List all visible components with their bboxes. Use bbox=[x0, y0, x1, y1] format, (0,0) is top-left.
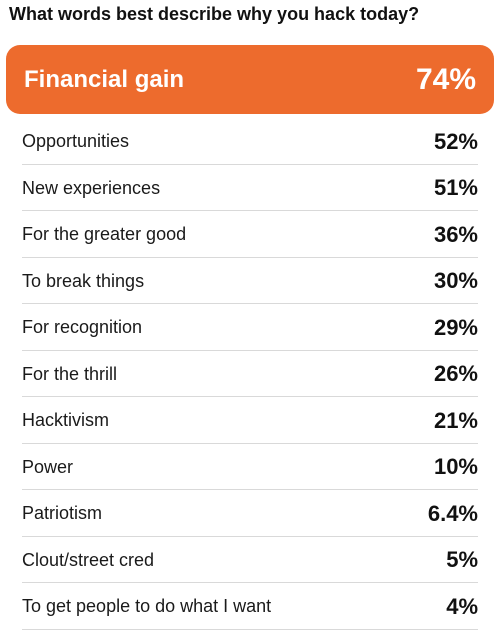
result-value: 21% bbox=[433, 407, 478, 433]
result-row: Opportunities 52% bbox=[22, 118, 478, 165]
result-label: For recognition bbox=[22, 317, 143, 338]
result-row: To break things 30% bbox=[22, 258, 478, 304]
result-label: To get people to do what I want bbox=[22, 596, 272, 617]
result-label: For the thrill bbox=[22, 363, 118, 384]
result-row: For the thrill 26% bbox=[22, 351, 478, 397]
chart-title: What words best describe why you hack to… bbox=[9, 4, 420, 24]
result-label: Power bbox=[22, 456, 74, 477]
result-row: Power 10% bbox=[22, 444, 478, 490]
result-label: Opportunities bbox=[22, 131, 130, 152]
result-label: Clout/street cred bbox=[22, 549, 155, 570]
result-label: For the greater good bbox=[22, 224, 187, 245]
result-value: 36% bbox=[433, 221, 478, 247]
result-value: 4% bbox=[446, 593, 478, 619]
results-list: Opportunities 52% New experiences 51% For th… bbox=[22, 118, 478, 630]
highlight-label: Financial gain bbox=[24, 65, 185, 93]
result-label: Hacktivism bbox=[22, 410, 110, 431]
result-row: To get people to do what I want 4% bbox=[22, 583, 478, 630]
result-value: 52% bbox=[433, 128, 478, 154]
result-label: To break things bbox=[22, 270, 145, 291]
highlight-row-financial-gain: Financial gain 74% bbox=[6, 45, 494, 114]
result-value: 26% bbox=[433, 361, 478, 387]
result-value: 29% bbox=[433, 314, 478, 340]
result-row: Patriotism 6.4% bbox=[22, 490, 478, 537]
result-value: 5% bbox=[446, 547, 478, 573]
result-label: Patriotism bbox=[22, 503, 103, 524]
result-value: 30% bbox=[433, 268, 478, 294]
highlight-value: 74% bbox=[415, 62, 476, 96]
result-value: 10% bbox=[433, 454, 478, 480]
result-row: New experiences 51% bbox=[22, 165, 478, 211]
result-row: For the greater good 36% bbox=[22, 211, 478, 258]
result-row: Clout/street cred 5% bbox=[22, 537, 478, 583]
result-row: Hacktivism 21% bbox=[22, 397, 478, 444]
result-value: 51% bbox=[433, 175, 478, 201]
result-value: 6.4% bbox=[427, 500, 478, 526]
result-label: New experiences bbox=[22, 177, 161, 198]
result-row: For recognition 29% bbox=[22, 304, 478, 351]
